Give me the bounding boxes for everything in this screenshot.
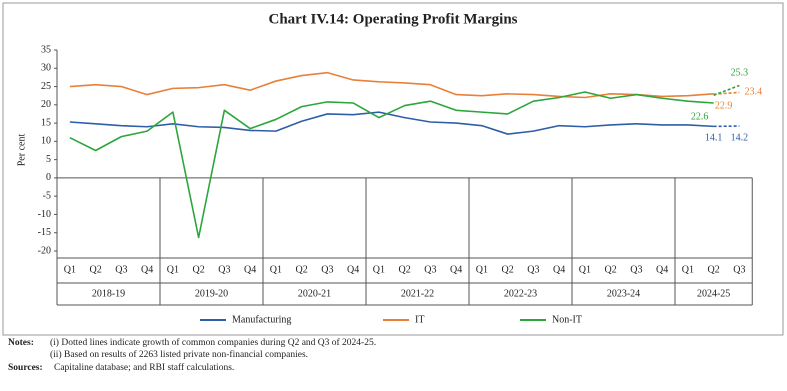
legend-label: Non-IT bbox=[552, 314, 582, 325]
y-tick-label: -10 bbox=[38, 209, 51, 220]
note: (ii) Based on results of 2263 listed pri… bbox=[50, 349, 308, 360]
x-tick-label: Q2 bbox=[502, 264, 514, 275]
y-tick-label: 0 bbox=[46, 172, 51, 183]
y-tick-label: 15 bbox=[41, 117, 51, 128]
series-line bbox=[70, 92, 714, 237]
y-tick-label: 25 bbox=[41, 81, 51, 92]
common-companies-line bbox=[714, 92, 740, 94]
series-line bbox=[70, 112, 714, 134]
data-label: 25.3 bbox=[731, 68, 749, 79]
x-tick-label: Q2 bbox=[90, 264, 102, 275]
x-group-label: 2021-22 bbox=[401, 288, 434, 299]
y-axis-label: Per cent bbox=[16, 134, 27, 167]
x-tick-label: Q3 bbox=[527, 264, 539, 275]
data-label: 14.2 bbox=[731, 132, 749, 143]
x-tick-label: Q2 bbox=[605, 264, 617, 275]
data-label: 14.1 bbox=[705, 133, 723, 144]
chart-title: Chart IV.14: Operating Profit Margins bbox=[268, 11, 517, 27]
x-tick-label: Q4 bbox=[656, 264, 668, 275]
x-tick-label: Q1 bbox=[373, 264, 385, 275]
y-tick-label: 30 bbox=[41, 63, 51, 74]
x-tick-label: Q4 bbox=[553, 264, 565, 275]
x-group-label: 2023-24 bbox=[607, 288, 640, 299]
series-line bbox=[70, 73, 714, 98]
chart-frame bbox=[3, 3, 783, 335]
y-tick-label: 10 bbox=[41, 136, 51, 147]
x-group-label: 2018-19 bbox=[92, 288, 125, 299]
x-tick-label: Q1 bbox=[270, 264, 282, 275]
x-tick-label: Q4 bbox=[347, 264, 359, 275]
note: (i) Dotted lines indicate growth of comm… bbox=[50, 337, 376, 348]
x-tick-label: Q3 bbox=[218, 264, 230, 275]
x-group-label: 2022-23 bbox=[504, 288, 537, 299]
x-group-label: 2019-20 bbox=[195, 288, 228, 299]
x-tick-label: Q1 bbox=[64, 264, 76, 275]
y-tick-label: -20 bbox=[38, 245, 51, 256]
x-tick-label: Q4 bbox=[141, 264, 153, 275]
x-tick-label: Q2 bbox=[296, 264, 308, 275]
sources-label: Sources: bbox=[8, 363, 43, 373]
x-tick-label: Q2 bbox=[399, 264, 411, 275]
x-tick-label: Q2 bbox=[193, 264, 205, 275]
x-tick-label: Q4 bbox=[450, 264, 462, 275]
y-tick-label: 20 bbox=[41, 99, 51, 110]
x-tick-label: Q3 bbox=[115, 264, 127, 275]
x-tick-label: Q3 bbox=[321, 264, 333, 275]
y-tick-label: -5 bbox=[43, 190, 51, 201]
x-tick-label: Q3 bbox=[733, 264, 745, 275]
x-tick-label: Q3 bbox=[630, 264, 642, 275]
data-label: 22.9 bbox=[715, 101, 733, 112]
sources: Capitaline database; and RBI staff calcu… bbox=[54, 362, 234, 373]
x-group-label: 2024-25 bbox=[697, 288, 730, 299]
legend-label: Manufacturing bbox=[232, 314, 291, 325]
y-tick-label: -15 bbox=[38, 227, 51, 238]
x-tick-label: Q1 bbox=[682, 264, 694, 275]
x-group-label: 2020-21 bbox=[298, 288, 331, 299]
x-tick-label: Q4 bbox=[244, 264, 256, 275]
data-label: 22.6 bbox=[691, 112, 709, 123]
x-tick-label: Q1 bbox=[167, 264, 179, 275]
x-tick-label: Q3 bbox=[424, 264, 436, 275]
x-tick-label: Q2 bbox=[708, 264, 720, 275]
x-tick-label: Q1 bbox=[579, 264, 591, 275]
data-label: 23.4 bbox=[745, 87, 763, 98]
y-tick-label: 35 bbox=[41, 44, 51, 55]
x-tick-label: Q1 bbox=[476, 264, 488, 275]
y-tick-label: 5 bbox=[46, 154, 51, 165]
legend-label: IT bbox=[415, 314, 424, 325]
notes-label: Notes: bbox=[8, 338, 34, 348]
